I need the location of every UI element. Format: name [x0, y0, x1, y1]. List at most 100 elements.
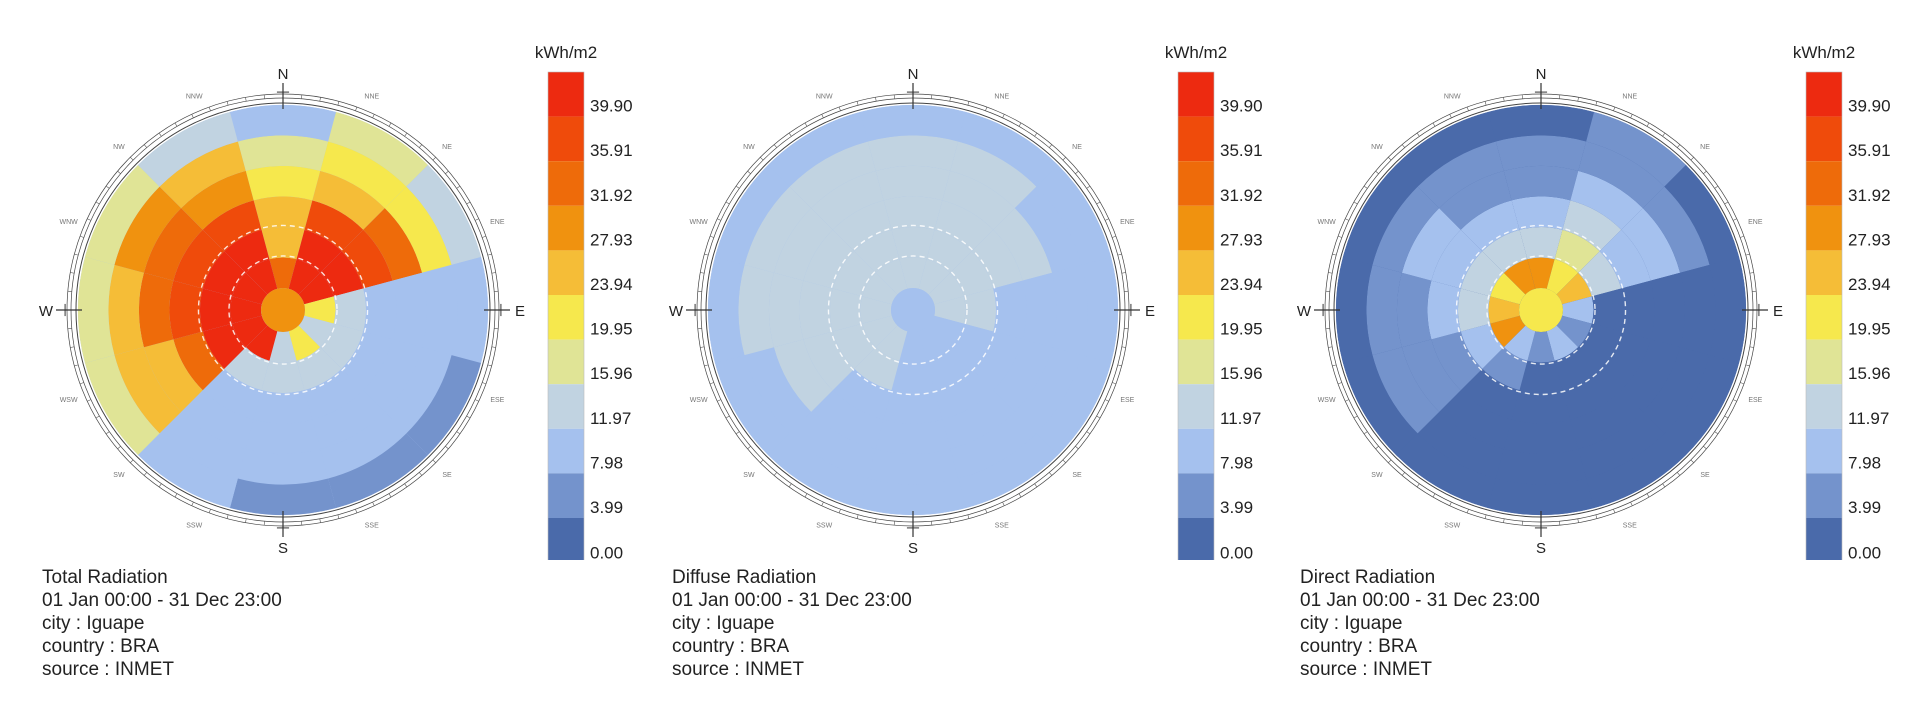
cell-r0-s10: [232, 272, 268, 305]
legend-swatch-5: [1806, 295, 1842, 340]
cell-r3-s4: [993, 339, 1053, 412]
cell-r4-s4: [384, 347, 452, 434]
cell-r4-s3: [1052, 264, 1088, 356]
chart-title: Diffuse Radiation: [672, 567, 817, 588]
cell-r3-s8: [143, 339, 203, 412]
cell-r4-s1: [950, 141, 1037, 209]
cardinal-label-S: S: [1536, 540, 1546, 557]
cell-r2-s5: [304, 368, 364, 420]
cell-r2-s6: [883, 390, 943, 424]
frame-tick: [1002, 502, 1005, 506]
frame-tick: [445, 446, 449, 450]
frame-tick: [1646, 493, 1650, 498]
frame-tick: [717, 399, 721, 402]
cell-r0-s0: [1527, 257, 1555, 289]
cell-r3-s3: [392, 272, 427, 348]
cell-r0-s7: [245, 325, 278, 361]
legend-tick-6: 15.96: [590, 364, 633, 383]
cell-r1-s4: [950, 323, 994, 369]
cell-r4-s1: [1578, 141, 1665, 209]
intercardinal-label-NW: NW: [1371, 144, 1383, 151]
legend-unit: kWh/m2: [535, 43, 597, 62]
cell-r5-s3: [1709, 256, 1746, 364]
frame-tick: [1096, 201, 1101, 205]
cell-r2-s0: [1511, 196, 1571, 230]
legend-tick-0: 39.90: [1220, 97, 1263, 116]
frame-tick: [1363, 431, 1368, 435]
cell-r1-s10: [202, 251, 246, 297]
cell-r2-s0: [253, 196, 313, 230]
cell-r3-s6: [875, 419, 951, 454]
total-radiation-chart: NESWNNENEENEESESESSESSWSWWSWWNWNWNNWkWh/…: [39, 43, 633, 560]
legend-tick-4: 23.94: [590, 275, 633, 294]
cell-r5-s0: [859, 105, 967, 142]
cell-r5-s10: [1342, 165, 1418, 265]
cell-r4-s2: [384, 186, 452, 273]
cell-r5-s6: [229, 478, 337, 515]
legend-tick-2: 31.92: [1848, 186, 1891, 205]
cell-r4-s6: [867, 449, 959, 485]
frame-tick: [1466, 106, 1469, 111]
frame-tick: [735, 185, 740, 189]
legend-swatch-2: [1806, 161, 1842, 206]
legend-swatch-8: [1178, 428, 1214, 474]
intercardinal-label-NE: NE: [442, 144, 452, 151]
frame-tick: [1062, 157, 1066, 161]
frame-tick: [1337, 382, 1342, 385]
frame-tick: [1749, 272, 1754, 274]
cell-r5-s9: [78, 256, 115, 364]
cell-r5-s4: [1036, 355, 1112, 455]
cell-r2-s8: [803, 331, 855, 391]
cell-r3-s7: [181, 390, 254, 450]
cell-r2-s11: [832, 200, 892, 252]
cell-r4-s10: [1372, 186, 1440, 273]
frame-tick: [404, 132, 408, 137]
cell-r0-s9: [860, 296, 892, 324]
frame-tick: [245, 518, 247, 523]
cell-r4-s0: [1495, 135, 1587, 171]
cell-r3-s2: [993, 208, 1053, 281]
cell-r3-s10: [1401, 208, 1461, 281]
cell-r5-s8: [714, 355, 790, 455]
legend-swatch-5: [1178, 295, 1214, 340]
cell-r3-s8: [1401, 339, 1461, 412]
legend-tick-1: 35.91: [1848, 141, 1891, 160]
cell-r0-s9: [1488, 296, 1520, 324]
frame-tick: [79, 235, 84, 238]
frame-tick: [985, 509, 988, 514]
chart-title: Direct Radiation: [1300, 567, 1436, 588]
legend-swatch-3: [1178, 205, 1214, 251]
intercardinal-label-WSW: WSW: [1318, 397, 1336, 404]
cell-r5-s7: [768, 433, 868, 509]
cell-r0-s10: [862, 272, 898, 305]
frame-tick: [1034, 483, 1038, 488]
cell-r1-s10: [832, 251, 876, 297]
cell-r4-s0: [867, 135, 959, 171]
cell-r2-s10: [1431, 229, 1483, 289]
cell-r3-s9: [1397, 272, 1432, 348]
legend-swatch-8: [1806, 428, 1842, 474]
frame-tick: [70, 272, 75, 274]
intercardinal-label-ESE: ESE: [490, 397, 504, 404]
cell-r2-s4: [971, 331, 1023, 391]
cell-r2-s6: [1511, 390, 1571, 424]
cell-r4-s11: [159, 141, 246, 209]
cell-r3-s9: [139, 272, 174, 348]
frame-tick: [709, 235, 714, 238]
cell-r1-s4: [320, 323, 364, 369]
intercardinal-label-SSW: SSW: [816, 522, 832, 529]
frame-tick: [245, 97, 247, 102]
intercardinal-label-SE: SE: [1700, 472, 1710, 479]
frame-tick: [226, 514, 229, 519]
frame-tick: [1117, 253, 1122, 256]
cell-r4-s11: [789, 141, 876, 209]
frame-tick: [1595, 101, 1598, 106]
legend-swatch-4: [548, 250, 584, 295]
cell-r2-s1: [304, 200, 364, 252]
cell-r5-s11: [138, 111, 238, 187]
frame-tick: [875, 518, 877, 523]
frame-tick: [1613, 509, 1616, 514]
frame-tick: [1484, 101, 1487, 106]
cell-r0-s0: [899, 257, 927, 289]
cell-r1-s3: [1591, 288, 1624, 332]
